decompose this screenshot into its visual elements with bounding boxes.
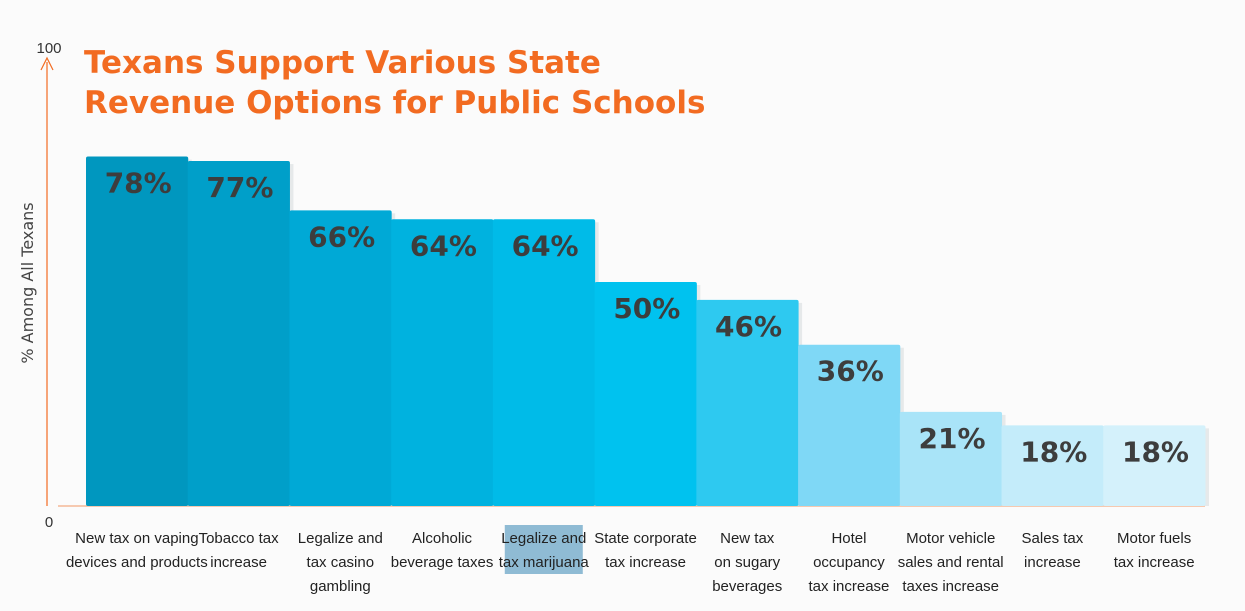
category-label-3: Legalize and: [298, 530, 383, 547]
bar-11: [1103, 425, 1206, 506]
category-label-11: Motor fuels: [1117, 530, 1191, 547]
value-label-8: 36%: [817, 355, 884, 388]
category-label-9: taxes increase: [902, 578, 999, 595]
bars-group: [86, 156, 1209, 507]
category-labels-group: New tax on vaping devices and products Tob…: [66, 525, 1195, 595]
category-label-7: beverages: [712, 578, 782, 595]
value-label-3: 66%: [308, 220, 375, 253]
category-label-8: tax increase: [809, 578, 890, 595]
category-label-1: devices and products: [66, 554, 208, 571]
category-label-11: tax increase: [1114, 554, 1195, 571]
chart-title-line-2: Revenue Options for Public Schools: [84, 85, 705, 121]
category-label-10: Sales tax: [1022, 530, 1084, 547]
y-axis-label: % Among All Texans: [18, 202, 37, 363]
category-label-2: Tobacco tax: [199, 530, 280, 547]
bar-3: [289, 210, 392, 506]
category-label-3: gambling: [310, 578, 371, 595]
bar-5: [492, 219, 596, 506]
category-label-6: State corporate: [594, 530, 697, 547]
category-label-9: sales and rental: [898, 554, 1004, 571]
value-label-7: 46%: [715, 310, 782, 343]
bar-9: [899, 411, 1003, 506]
category-label-5: tax marijuana: [499, 554, 590, 571]
category-label-3: tax casino: [307, 554, 375, 571]
bar-7: [696, 299, 799, 506]
category-label-10: increase: [1024, 554, 1081, 571]
value-label-4: 64%: [410, 229, 477, 262]
value-label-1: 78%: [105, 167, 172, 200]
value-label-5: 64%: [512, 229, 579, 262]
category-label-2: increase: [210, 554, 267, 571]
value-label-9: 21%: [919, 422, 986, 455]
category-label-8: occupancy: [813, 554, 885, 571]
value-label-10: 18%: [1020, 435, 1087, 468]
value-label-6: 50%: [613, 292, 680, 325]
category-label-7: New tax: [720, 530, 775, 547]
category-label-4: beverage taxes: [391, 554, 494, 571]
y-tick-max: 100: [36, 40, 61, 57]
category-label-6: tax increase: [605, 554, 686, 571]
value-label-2: 77%: [206, 171, 273, 204]
bar-6: [594, 282, 697, 506]
bar-8: [798, 344, 901, 506]
bar-1: [86, 156, 189, 506]
category-label-4: Alcoholic: [412, 530, 473, 547]
category-label-9: Motor vehicle: [906, 530, 995, 547]
y-axis-arrow-icon: [40, 56, 54, 71]
category-highlight: [504, 525, 583, 574]
value-labels-group: 78% 77% 66% 64% 64% 50% 46% 36% 21% 18% 18%: [105, 167, 1189, 469]
category-label-5: Legalize and: [501, 530, 586, 547]
category-label-8: Hotel: [831, 530, 866, 547]
value-label-11: 18%: [1122, 435, 1189, 468]
category-label-7: on sugary: [714, 554, 780, 571]
bar-2: [187, 161, 290, 507]
bar-10: [1001, 425, 1104, 506]
bar-4: [391, 219, 494, 506]
category-label-1: New tax on vaping: [75, 530, 198, 547]
chart-title-line-1: Texans Support Various State: [84, 45, 601, 81]
y-tick-min: 0: [45, 514, 53, 531]
